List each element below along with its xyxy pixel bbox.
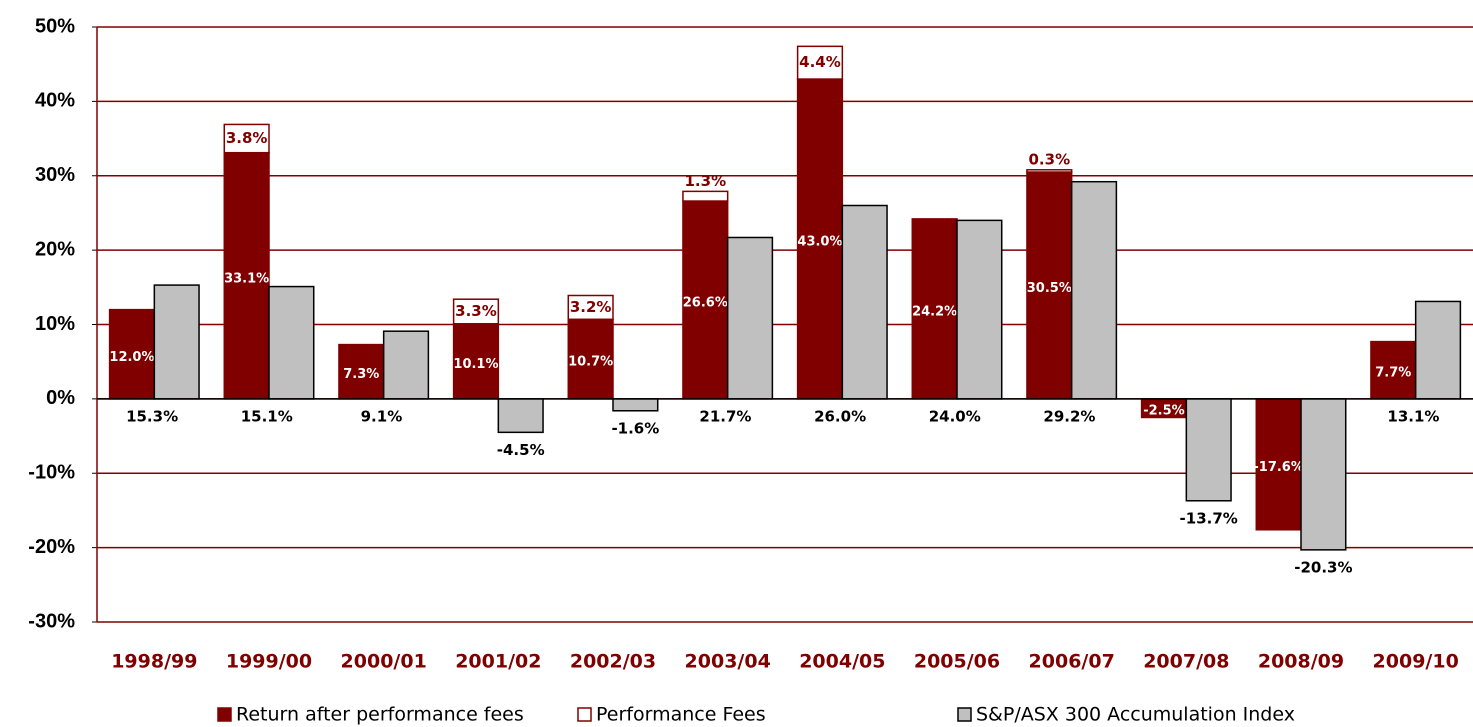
value-label: 29.2% <box>1043 407 1095 425</box>
bar <box>726 236 774 400</box>
bar <box>841 204 888 400</box>
bar <box>268 285 315 400</box>
x-tick-label: 2004/05 <box>799 651 885 673</box>
value-label: 21.7% <box>699 407 751 425</box>
y-tick-label: 40% <box>35 90 75 112</box>
value-label: 7.3% <box>343 367 379 382</box>
legend-label: Performance Fees <box>596 704 766 726</box>
value-label: 10.1% <box>453 357 498 372</box>
value-label: 12.0% <box>109 350 154 365</box>
bar <box>1414 300 1462 400</box>
value-label: 26.6% <box>683 295 728 310</box>
value-label: -1.6% <box>611 419 659 437</box>
value-label: -2.5% <box>1143 404 1184 419</box>
bar <box>497 398 544 434</box>
x-tick-label: 2001/02 <box>455 651 541 673</box>
value-label: 4.4% <box>799 53 841 71</box>
value-label: 24.2% <box>912 304 957 319</box>
value-label: 43.0% <box>797 234 842 249</box>
value-label: 30.5% <box>1027 281 1072 296</box>
legend-swatch <box>957 707 972 722</box>
value-label: -4.5% <box>497 441 545 459</box>
bar <box>338 343 385 400</box>
x-tick-label: 2009/10 <box>1373 651 1459 673</box>
y-tick-label: -10% <box>28 462 75 484</box>
bar <box>612 398 659 412</box>
value-label: 10.7% <box>568 355 613 370</box>
value-label: 13.1% <box>1387 407 1439 425</box>
value-label: 3.2% <box>570 298 612 316</box>
x-tick-label: 2006/07 <box>1029 651 1115 673</box>
value-label: -13.7% <box>1180 509 1238 527</box>
value-label: 0.3% <box>1029 150 1071 168</box>
bar <box>1255 398 1302 531</box>
bar <box>382 330 430 400</box>
value-label: -17.6% <box>1253 460 1304 475</box>
y-tick-label: -30% <box>28 610 75 632</box>
bar <box>223 123 270 154</box>
value-label: 9.1% <box>361 407 403 425</box>
bar <box>1300 398 1347 551</box>
x-tick-label: 2007/08 <box>1143 651 1229 673</box>
y-tick-label: 50% <box>35 15 75 37</box>
x-tick-label: 2005/06 <box>914 651 1000 673</box>
x-tick-label: 2003/04 <box>685 651 771 673</box>
value-label: 3.8% <box>226 129 268 147</box>
value-label: 1.3% <box>685 172 727 190</box>
bar <box>153 284 200 400</box>
bar <box>796 45 844 80</box>
bar <box>1070 180 1118 400</box>
y-tick-label: 0% <box>46 387 75 409</box>
x-tick-label: 2000/01 <box>341 651 427 673</box>
bar <box>682 190 729 202</box>
bar <box>452 323 500 400</box>
bar <box>567 294 614 321</box>
value-label: 24.0% <box>929 407 981 425</box>
bar <box>567 318 614 400</box>
bar <box>1026 171 1073 400</box>
y-tick-label: 10% <box>35 313 75 335</box>
bar <box>223 151 270 400</box>
legend-label: S&P/ASX 300 Accumulation Index <box>976 704 1295 726</box>
value-label: -20.3% <box>1294 558 1352 576</box>
y-tick-label: 30% <box>35 164 75 186</box>
value-label: 3.3% <box>455 302 497 320</box>
bar <box>1185 398 1232 502</box>
legend-swatch <box>217 707 232 722</box>
y-tick-label: 20% <box>35 238 75 260</box>
legend-swatch <box>577 707 592 722</box>
y-tick-label: -20% <box>28 536 75 558</box>
x-tick-label: 1999/00 <box>226 651 312 673</box>
value-label: 26.0% <box>814 407 866 425</box>
bar <box>452 298 500 325</box>
x-tick-label: 2002/03 <box>570 651 656 673</box>
legend-label: Return after performance fees <box>236 704 524 726</box>
value-label: 7.7% <box>1375 366 1411 381</box>
bar <box>1026 169 1073 173</box>
value-label: 15.3% <box>126 407 178 425</box>
value-label: 15.1% <box>241 407 293 425</box>
value-label: 33.1% <box>224 271 269 286</box>
bar <box>1370 340 1417 400</box>
x-tick-label: 2008/09 <box>1258 651 1344 673</box>
x-tick-label: 1998/99 <box>111 651 197 673</box>
bar <box>956 219 1003 400</box>
